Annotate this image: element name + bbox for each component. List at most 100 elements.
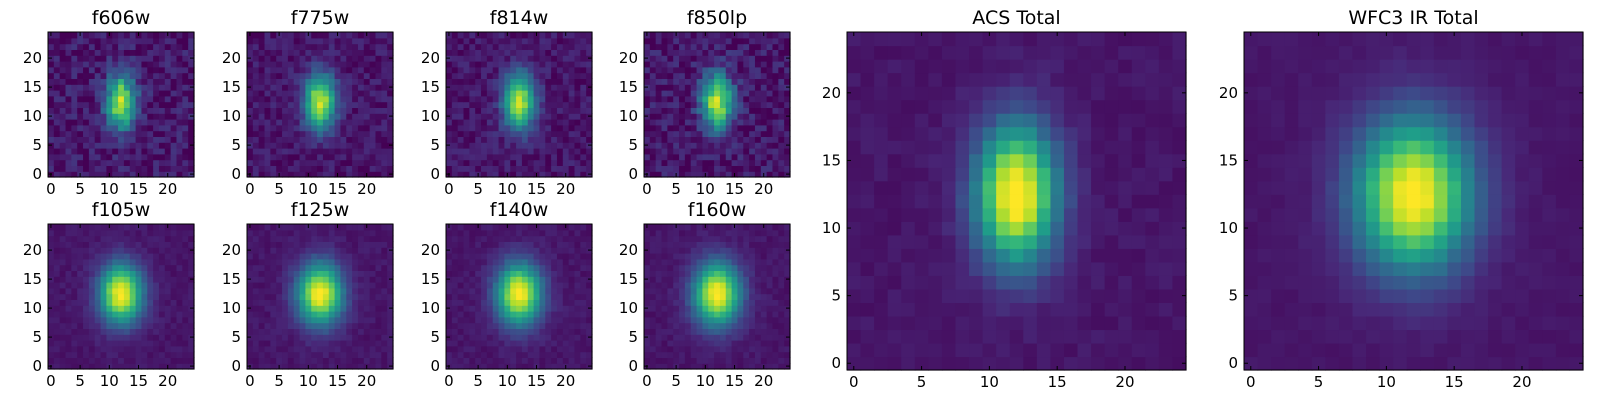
heatmap-cell (655, 84, 663, 91)
heatmap-cell (135, 270, 143, 277)
heatmap-cell (363, 124, 371, 132)
heatmap-cell (106, 345, 113, 353)
heatmap-cell (719, 171, 727, 178)
heatmap-cell (363, 229, 371, 237)
heatmap-cell (737, 351, 744, 358)
heatmap-cell (147, 165, 154, 172)
heatmap-cell (334, 322, 342, 329)
heatmap-cell (492, 311, 500, 318)
heatmap-cell (586, 340, 593, 347)
heatmap-cell (486, 224, 494, 231)
heatmap-cell (708, 113, 715, 120)
heatmap-cell (527, 119, 535, 126)
heatmap-cell (129, 363, 137, 370)
heatmap-cell (147, 258, 154, 266)
heatmap-cell (446, 153, 453, 161)
heatmap-cell (539, 142, 546, 149)
heatmap-cell (556, 78, 564, 85)
heatmap-cell (77, 78, 84, 85)
heatmap-cell (737, 287, 744, 295)
heatmap-cell (580, 276, 587, 283)
heatmap-cell (684, 328, 692, 335)
heatmap-cell (551, 357, 558, 364)
heatmap-cell (369, 61, 377, 68)
heatmap-cell (65, 270, 72, 277)
heatmap-cell (469, 95, 476, 103)
heatmap-cell (784, 78, 791, 85)
heatmap-cell (129, 90, 137, 97)
heatmap-cell (118, 171, 125, 178)
heatmap-cell (170, 43, 178, 50)
heatmap-cell (352, 258, 359, 266)
heatmap-cell (667, 101, 674, 108)
heatmap-cell (702, 293, 709, 300)
heatmap-cell (387, 264, 394, 271)
heatmap-cell (71, 159, 78, 166)
heatmap-cell (772, 119, 779, 126)
heatmap-cell (317, 229, 324, 237)
heatmap-cell (252, 84, 260, 91)
heatmap-cell (83, 241, 90, 248)
heatmap-cell (94, 32, 102, 39)
heatmap-cell (749, 55, 756, 62)
heatmap-cell (492, 107, 500, 114)
heatmap-cell (322, 49, 330, 56)
heatmap-cell (158, 270, 166, 277)
heatmap-cell (702, 78, 709, 85)
heatmap-cell (88, 282, 96, 289)
heatmap-cell (282, 224, 289, 231)
heatmap-cell (123, 113, 131, 120)
heatmap-cell (346, 287, 353, 295)
heatmap-cell (322, 159, 330, 166)
heatmap-cell (123, 224, 131, 231)
heatmap-cell (486, 55, 494, 62)
heatmap-cell (673, 95, 680, 103)
heatmap-cell (778, 159, 785, 166)
heatmap-cell (317, 351, 324, 358)
heatmap-cell (65, 148, 72, 155)
x-tick-label: 10 (498, 372, 517, 390)
heatmap-cell (118, 107, 125, 114)
heatmap-cell (568, 61, 576, 68)
heatmap-cell (381, 153, 388, 161)
heatmap-cell (516, 235, 523, 242)
heatmap-cell (112, 142, 119, 149)
heatmap-cell (580, 119, 587, 126)
heatmap-cell (340, 165, 347, 172)
y-tick-label: 0 (231, 165, 241, 183)
heatmap-cell (510, 101, 517, 108)
heatmap-cell (580, 270, 587, 277)
heatmap-cell (562, 351, 570, 358)
heatmap-cell (340, 351, 347, 358)
heatmap-cell (463, 84, 470, 91)
heatmap-cell (164, 345, 172, 353)
heatmap-cell (486, 345, 494, 353)
heatmap-cell (83, 363, 90, 370)
heatmap-cell (516, 334, 523, 341)
heatmap-cell (88, 316, 96, 324)
heatmap-cell (737, 316, 744, 324)
heatmap-cell (375, 78, 382, 85)
heatmap-cell (708, 159, 715, 166)
heatmap-cell (446, 258, 453, 266)
heatmap-cell (363, 305, 371, 312)
heatmap-cell (118, 61, 125, 68)
heatmap-cell (766, 299, 774, 306)
heatmap-cell (539, 49, 546, 56)
heatmap-cell (123, 247, 131, 254)
heatmap-cell (88, 130, 96, 137)
heatmap-cell (311, 113, 318, 120)
heatmap-cell (655, 171, 663, 178)
heatmap-cell (153, 95, 160, 103)
heatmap-cell (731, 49, 739, 56)
heatmap-cell (708, 148, 715, 155)
heatmap-cell (469, 43, 476, 50)
heatmap-cell (574, 61, 581, 68)
heatmap-cell (510, 107, 517, 114)
heatmap-cells (446, 224, 593, 370)
heatmap-cell (749, 84, 756, 91)
heatmap-cell (684, 55, 692, 62)
heatmap-cell (182, 113, 189, 120)
heatmap-cell (188, 258, 195, 266)
heatmap-cell (135, 95, 143, 103)
